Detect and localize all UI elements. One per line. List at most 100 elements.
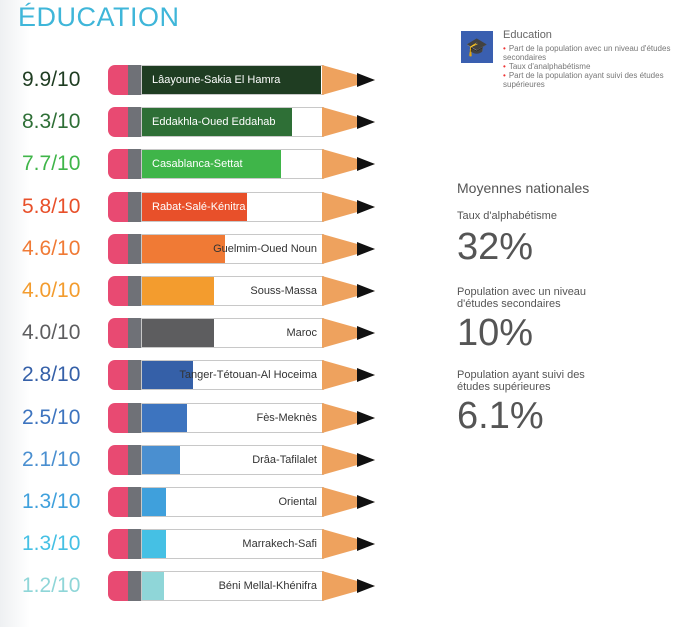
pencil-row: 4.6/10 Guelmim-Oued Noun [0, 233, 400, 265]
pencil-lead [357, 410, 375, 425]
stat-value: 6.1% [457, 395, 544, 437]
pencil-bar: Marrakech-Safi [108, 529, 378, 560]
score-label: 5.8/10 [22, 194, 81, 218]
pencil-row: 1.2/10 Béni Mellal-Khénifra [0, 570, 400, 602]
background-strip [0, 0, 30, 627]
region-label: Eddakhla-Oued Eddahab [152, 116, 276, 129]
region-label: Rabat-Salé-Kénitra [152, 200, 246, 213]
bar-track: Marrakech-Safi [141, 529, 324, 560]
stat-label: Population avec un niveau d'études secon… [457, 286, 587, 310]
pencil-row: 4.0/10 Souss-Massa [0, 275, 400, 307]
pencil-bar: Drâa-Tafilalet [108, 444, 378, 475]
pencil-bar: Maroc [108, 318, 378, 349]
page-title: ÉDUCATION [18, 2, 180, 32]
region-label: Casablanca-Settat [152, 158, 243, 171]
pencil-row: 5.8/10 Rabat-Salé-Kénitra [0, 191, 400, 223]
eraser [108, 276, 130, 306]
pencil-row: 9.9/10 Lâayoune-Sakia El Hamra [0, 64, 400, 96]
score-label: 2.8/10 [22, 363, 81, 387]
eraser [108, 65, 130, 95]
region-label: Tanger-Tétouan-Al Hoceima [179, 369, 317, 382]
graduation-cap-icon: 🎓 [461, 31, 493, 63]
legend-title: Education [503, 29, 552, 41]
ferrule [128, 191, 141, 222]
region-label: Béni Mellal-Khénifra [218, 580, 317, 593]
pencil-row: 1.3/10 Marrakech-Safi [0, 528, 400, 560]
bar-track: Souss-Massa [141, 276, 324, 306]
bar-track: Rabat-Salé-Kénitra [141, 191, 324, 222]
stat-label: Population ayant suivi des études supéri… [457, 369, 585, 393]
bar-fill [142, 572, 164, 601]
pencil-row: 2.8/10 Tanger-Tétouan-Al Hoceima [0, 359, 400, 391]
ferrule [128, 529, 141, 560]
legend-item: Part de la population avec un niveau d'é… [503, 44, 686, 62]
ferrule [128, 444, 141, 475]
pencil-lead [357, 115, 375, 130]
pencil-lead [357, 495, 375, 509]
bar-fill [142, 361, 193, 390]
region-label: Drâa-Tafilalet [252, 453, 317, 466]
bar-track: Fès-Meknès [141, 402, 324, 433]
pencil-bar: Béni Mellal-Khénifra [108, 571, 378, 602]
eraser [108, 487, 130, 517]
pencil-lead [357, 241, 375, 256]
pencil-bar: Rabat-Salé-Kénitra [108, 191, 378, 222]
bar-fill [142, 66, 322, 94]
national-heading: Moyennes nationales [457, 180, 590, 196]
ferrule [128, 571, 141, 602]
pencil-bar: Oriental [108, 487, 378, 517]
legend-item: Taux d'analphabétisme [503, 62, 686, 71]
bar-fill [142, 530, 166, 559]
bar-track: Casablanca-Settat [141, 149, 324, 180]
score-label: 2.5/10 [22, 405, 81, 429]
score-label: 4.6/10 [22, 236, 81, 260]
bar-track: Oriental [141, 487, 324, 517]
legend-item: Part de la population ayant suivi des ét… [503, 71, 686, 89]
pencil-bar: Guelmim-Oued Noun [108, 233, 378, 264]
eraser [108, 402, 130, 433]
pencil-bar: Tanger-Tétouan-Al Hoceima [108, 360, 378, 391]
bar-fill [142, 277, 215, 305]
stat-value: 10% [457, 312, 534, 354]
ferrule [128, 107, 141, 138]
pencil-row: 2.5/10 Fès-Meknès [0, 402, 400, 434]
score-label: 1.2/10 [22, 574, 81, 598]
pencil-bar: Casablanca-Settat [108, 149, 378, 180]
ferrule [128, 360, 141, 391]
eraser [108, 107, 130, 138]
score-label: 9.9/10 [22, 68, 81, 91]
bar-track: Guelmim-Oued Noun [141, 233, 324, 264]
eraser [108, 360, 130, 391]
bar-fill [142, 319, 215, 348]
pencil-lead [357, 157, 375, 172]
score-label: 1.3/10 [22, 490, 81, 513]
bar-fill [142, 192, 247, 221]
score-label: 1.3/10 [22, 532, 81, 556]
pencil-lead [357, 579, 375, 594]
score-label: 4.0/10 [22, 279, 81, 302]
pencil-lead [357, 284, 375, 298]
region-label: Marrakech-Safi [242, 538, 317, 551]
pencil-lead [357, 537, 375, 552]
bar-track: Tanger-Tétouan-Al Hoceima [141, 360, 324, 391]
pencil-bar: Fès-Meknès [108, 402, 378, 433]
eraser [108, 571, 130, 602]
pencil-row: 8.3/10 Eddakhla-Oued Eddahab [0, 106, 400, 138]
pencil-bar: Souss-Massa [108, 276, 378, 306]
ferrule [128, 65, 141, 95]
pencil-lead [357, 199, 375, 214]
eraser [108, 191, 130, 222]
ferrule [128, 233, 141, 264]
ferrule [128, 149, 141, 180]
ferrule [128, 402, 141, 433]
bar-fill [142, 445, 180, 474]
score-label: 4.0/10 [22, 321, 81, 345]
eraser [108, 444, 130, 475]
ferrule [128, 487, 141, 517]
pencil-lead [357, 73, 375, 87]
bar-track: Maroc [141, 318, 324, 349]
pencil-bar: Lâayoune-Sakia El Hamra [108, 65, 378, 95]
stat-label: Taux d'alphabétisme [457, 210, 557, 222]
score-label: 7.7/10 [22, 152, 81, 176]
bar-fill [142, 150, 282, 179]
